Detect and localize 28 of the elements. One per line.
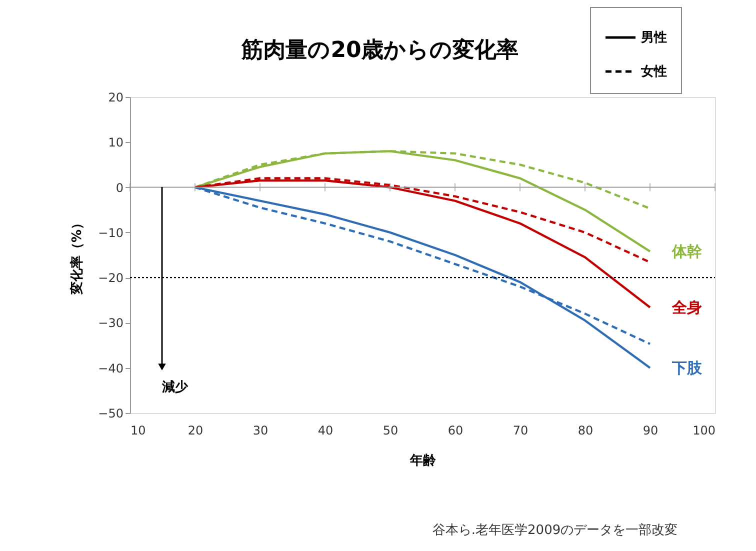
y-tick-label: 20 (108, 90, 124, 104)
y-tick-label: 0 (116, 180, 124, 195)
x-tick-label: 50 (382, 424, 398, 438)
x-tick-label: 70 (512, 424, 528, 438)
x-tick-label: 90 (642, 424, 658, 438)
annotation: 全身 (671, 298, 702, 316)
y-tick-label: −20 (98, 271, 124, 286)
y-tick-label: −40 (98, 361, 124, 376)
x-tick-label: 60 (448, 424, 464, 438)
x-tick-label: 10 (130, 424, 146, 438)
x-tick-label: 80 (578, 424, 594, 438)
text: 女性 (640, 64, 667, 80)
y-tick-label: −30 (98, 316, 124, 330)
x-tick-label: 40 (318, 424, 334, 438)
annotation: 下肢 (671, 358, 703, 377)
text: 谷本ら.老年医学2009のデータを一部改変 (432, 522, 678, 538)
x-tick-label: 30 (252, 424, 268, 438)
x-tick-label: 20 (188, 424, 204, 438)
y-axis-title: 変化率（%） (69, 216, 86, 296)
x-axis-title: 年齢 (409, 454, 437, 468)
y-tick-label: 10 (108, 136, 124, 150)
chart-title: 筋肉量の20歳からの変化率 (240, 37, 518, 63)
annotation: 体幹 (671, 242, 703, 260)
text: 男性 (640, 30, 667, 46)
y-tick-label: −10 (98, 226, 124, 240)
x-tick-label: 100 (692, 424, 716, 438)
y-tick-label: −50 (98, 406, 124, 420)
annotation: 減少 (161, 380, 189, 395)
